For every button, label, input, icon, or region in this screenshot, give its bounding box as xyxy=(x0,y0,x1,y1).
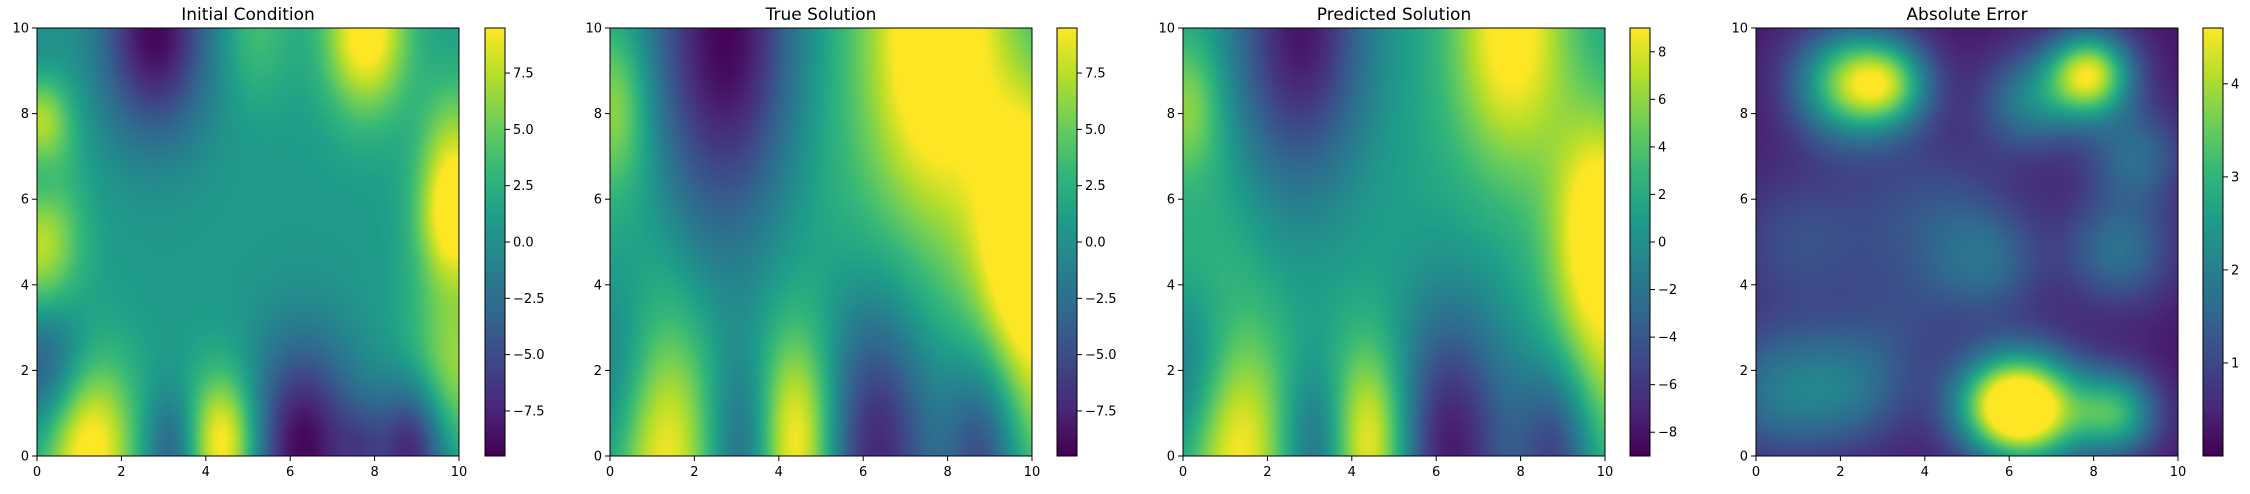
axes-frame xyxy=(36,27,460,457)
colorbar-tick-label: 7.5 xyxy=(1085,67,1106,82)
x-tick-label: 8 xyxy=(943,465,951,480)
y-tick-label: 6 xyxy=(594,193,602,208)
y-tick-label: 2 xyxy=(594,364,602,379)
y-tick-label: 6 xyxy=(1167,193,1175,208)
colorbar-tick-label: 6 xyxy=(1658,93,1666,108)
colorbar-tick-label: 0 xyxy=(1658,236,1666,251)
x-tick-label: 6 xyxy=(1432,465,1440,480)
y-tick-label: 8 xyxy=(1167,107,1175,122)
colorbar-tick-label: 2.5 xyxy=(513,179,534,194)
y-tick-label: 10 xyxy=(1158,22,1175,37)
x-tick-label: 2 xyxy=(1263,465,1271,480)
colorbar-tick-label: −4 xyxy=(1658,331,1677,346)
y-tick-label: 4 xyxy=(594,278,602,293)
colorbar-tick-label: −7.5 xyxy=(1085,404,1117,419)
colorbar-tick-label: 1 xyxy=(2231,356,2239,371)
chart-title: Predicted Solution xyxy=(1317,5,1471,25)
heatmap-image xyxy=(1183,28,1605,456)
x-tick-label: 10 xyxy=(451,465,468,480)
x-tick-label: 10 xyxy=(2170,465,2187,480)
colorbar-frame xyxy=(2202,27,2224,457)
chart-title: Absolute Error xyxy=(1906,5,2027,25)
x-tick-label: 6 xyxy=(286,465,294,480)
x-tick-label: 4 xyxy=(202,465,210,480)
y-tick-label: 0 xyxy=(594,450,602,465)
colorbar-tick-label: 7.5 xyxy=(513,67,534,82)
x-tick-label: 2 xyxy=(1836,465,1844,480)
colorbar-tick-label: 0.0 xyxy=(1085,236,1106,251)
y-tick-label: 10 xyxy=(585,22,602,37)
y-tick-label: 4 xyxy=(1167,278,1175,293)
x-tick-label: 4 xyxy=(1921,465,1929,480)
heatmap-image xyxy=(1756,28,2178,456)
panel-true-solution: True Solution 0 2 4 6 8 10 0 2 4 6 8 10 −7.5 −5.0 −2.5 0… xyxy=(585,5,1116,480)
x-tick-label: 6 xyxy=(859,465,867,480)
y-tick-label: 2 xyxy=(1167,364,1175,379)
colorbar-tick-label: −2.5 xyxy=(1085,292,1117,307)
y-tick-label: 0 xyxy=(1740,450,1748,465)
colorbar-tick-label: −6 xyxy=(1658,378,1677,393)
y-tick-label: 0 xyxy=(21,450,29,465)
colorbar-tick-label: 4 xyxy=(1658,140,1666,155)
x-tick-label: 0 xyxy=(1752,465,1760,480)
colorbar-tick-label: 5.0 xyxy=(513,123,534,138)
y-tick-label: 0 xyxy=(1167,450,1175,465)
y-tick-label: 8 xyxy=(21,107,29,122)
heatmap-image xyxy=(610,28,1032,456)
colorbar-tick-label: −2.5 xyxy=(513,292,545,307)
colorbar-tick-label: −8 xyxy=(1658,426,1677,441)
colorbar-tick-label: 5.0 xyxy=(1085,123,1106,138)
colorbar-tick-label: 8 xyxy=(1658,45,1666,60)
panel-initial-condition: Initial Condition 0 2 4 6 8 10 0 2 4 6 8 10 −7.5 −5.0 −… xyxy=(12,5,544,480)
y-tick-label: 2 xyxy=(21,364,29,379)
colorbar-gradient xyxy=(2203,28,2223,456)
x-tick-label: 8 xyxy=(2089,465,2097,480)
x-tick-label: 10 xyxy=(1024,465,1041,480)
y-tick-label: 2 xyxy=(1740,364,1748,379)
x-tick-label: 8 xyxy=(1516,465,1524,480)
y-tick-label: 6 xyxy=(21,193,29,208)
y-tick-label: 8 xyxy=(1740,107,1748,122)
colorbar-tick-label: −5.0 xyxy=(1085,348,1117,363)
y-tick-label: 4 xyxy=(21,278,29,293)
y-tick-label: 10 xyxy=(12,22,29,37)
colorbar-tick-label: −2 xyxy=(1658,283,1677,298)
colorbar-tick-label: 2 xyxy=(2231,263,2239,278)
x-tick-label: 0 xyxy=(606,465,614,480)
panel-predicted-solution: Predicted Solution 0 2 4 6 8 10 0 2 4 6 8 10 −8 −6 −4 −2… xyxy=(1158,5,1677,480)
colorbar-tick-label: −5.0 xyxy=(513,348,545,363)
x-tick-label: 2 xyxy=(117,465,125,480)
axes-frame xyxy=(609,27,1033,457)
chart-title: Initial Condition xyxy=(181,5,315,25)
chart-title: True Solution xyxy=(765,5,877,25)
x-tick-label: 10 xyxy=(1597,465,1614,480)
colorbar-tick-label: 4 xyxy=(2231,77,2239,92)
x-tick-label: 4 xyxy=(775,465,783,480)
y-tick-label: 10 xyxy=(1731,22,1748,37)
y-tick-label: 6 xyxy=(1740,193,1748,208)
x-tick-label: 4 xyxy=(1348,465,1356,480)
colorbar-tick-label: −7.5 xyxy=(513,404,545,419)
axes-frame xyxy=(1755,27,2179,457)
x-tick-label: 0 xyxy=(33,465,41,480)
y-tick-label: 4 xyxy=(1740,278,1748,293)
colorbar-tick-label: 3 xyxy=(2231,170,2239,185)
colorbar-gradient xyxy=(1057,28,1077,456)
x-tick-label: 6 xyxy=(2005,465,2013,480)
colorbar-gradient xyxy=(485,28,505,456)
x-tick-label: 8 xyxy=(370,465,378,480)
heatmap-image xyxy=(37,28,459,456)
y-tick-label: 8 xyxy=(594,107,602,122)
x-tick-label: 0 xyxy=(1179,465,1187,480)
axes-frame xyxy=(1182,27,1606,457)
colorbar-gradient xyxy=(1630,28,1650,456)
colorbar-tick-label: 2 xyxy=(1658,188,1666,203)
colorbar-tick-label: 0.0 xyxy=(513,236,534,251)
colorbar-tick-label: 2.5 xyxy=(1085,179,1106,194)
x-tick-label: 2 xyxy=(690,465,698,480)
